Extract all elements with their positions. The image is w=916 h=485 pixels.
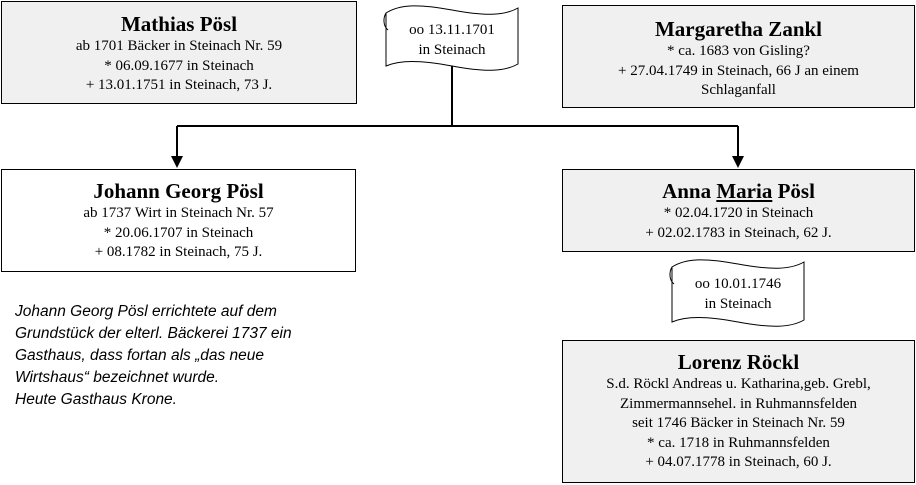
name-underlined: Maria — [716, 179, 773, 203]
person-detail-line: + 27.04.1749 in Steinach, 66 J an einem — [618, 62, 859, 79]
person-name: Anna Maria Pösl — [563, 178, 914, 204]
person-detail-line: * 20.06.1707 in Steinach — [103, 224, 254, 241]
person-name: Margaretha Zankl — [654, 17, 823, 41]
note-line: Heute Gasthaus Krone. — [15, 391, 177, 408]
note-line: Grundstück der elterl. Bäckerei 1737 ein — [15, 325, 292, 342]
person-detail-line: Zimmermannsehel. in Ruhmannsfelden — [619, 395, 858, 412]
person-detail-line: * 06.09.1677 in Steinach — [104, 57, 254, 74]
person-detail-line: Schlaganfall — [701, 82, 776, 98]
person-box-lorenz: Lorenz Röckl S.d. Röckl Andreas u. Katha… — [562, 340, 915, 483]
history-note: Johann Georg Pösl errichtete auf dem Gru… — [15, 301, 345, 411]
person-detail-line: + 04.07.1778 in Steinach, 60 J. — [645, 454, 832, 470]
marriage-date: oo 13.11.1701 — [409, 22, 495, 38]
name-first: Anna — [662, 179, 712, 203]
arrow-down-icon — [732, 156, 744, 168]
person-detail-line: + 08.1782 in Steinach, 75 J. — [94, 244, 263, 260]
person-detail-line: * ca. 1718 in Ruhmannsfelden — [647, 434, 830, 451]
note-line: Gasthaus, dass fortan als „das neue — [15, 347, 265, 364]
person-detail-line: ab 1737 Wirt in Steinach Nr. 57 — [83, 205, 274, 221]
person-name: Johann Georg Pösl — [93, 179, 264, 203]
person-box-margaretha: Margaretha Zankl * ca. 1683 von Gisling?… — [562, 5, 915, 108]
marriage-place: in Steinach — [704, 296, 772, 312]
person-box-anna: Anna Maria Pösl * 02.04.1720 in Steinach… — [562, 169, 915, 252]
person-detail-line: + 13.01.1751 in Steinach, 73 J. — [85, 77, 273, 93]
name-last: Pösl — [777, 179, 815, 203]
person-name: Lorenz Röckl — [677, 350, 800, 374]
person-detail-line: ab 1701 Bäcker in Steinach Nr. 59 — [75, 38, 283, 54]
note-line: Johann Georg Pösl errichtete auf dem — [15, 303, 277, 320]
person-detail-line: * 02.04.1720 in Steinach — [663, 205, 814, 221]
person-detail-line: seit 1746 Bäcker in Steinach Nr. 59 — [632, 415, 845, 431]
marriage-parents-text: oo 13.11.1701 in Steinach — [386, 20, 518, 60]
marriage-place: in Steinach — [418, 42, 486, 58]
marriage-scroll-anna-lorenz — [669, 259, 805, 327]
note-line: Wirtshaus“ bezeichnet wurde. — [15, 369, 220, 386]
marriage-date: oo 10.01.1746 — [694, 276, 782, 292]
person-detail-line: S.d. Röckl Andreas u. Katharina,geb. Gre… — [606, 376, 871, 392]
marriage-anna-lorenz-text: oo 10.01.1746 in Steinach — [672, 274, 804, 314]
person-box-johann: Johann Georg Pösl ab 1737 Wirt in Steina… — [1, 169, 356, 272]
person-detail-line: * ca. 1683 von Gisling? — [667, 43, 810, 59]
marriage-scroll-parents — [383, 5, 519, 71]
person-detail-line: + 02.02.1783 in Steinach, 62 J. — [645, 224, 832, 241]
arrow-down-icon — [171, 156, 183, 168]
person-box-mathias: Mathias Pösl ab 1701 Bäcker in Steinach … — [1, 1, 357, 104]
person-name: Mathias Pösl — [120, 12, 238, 36]
